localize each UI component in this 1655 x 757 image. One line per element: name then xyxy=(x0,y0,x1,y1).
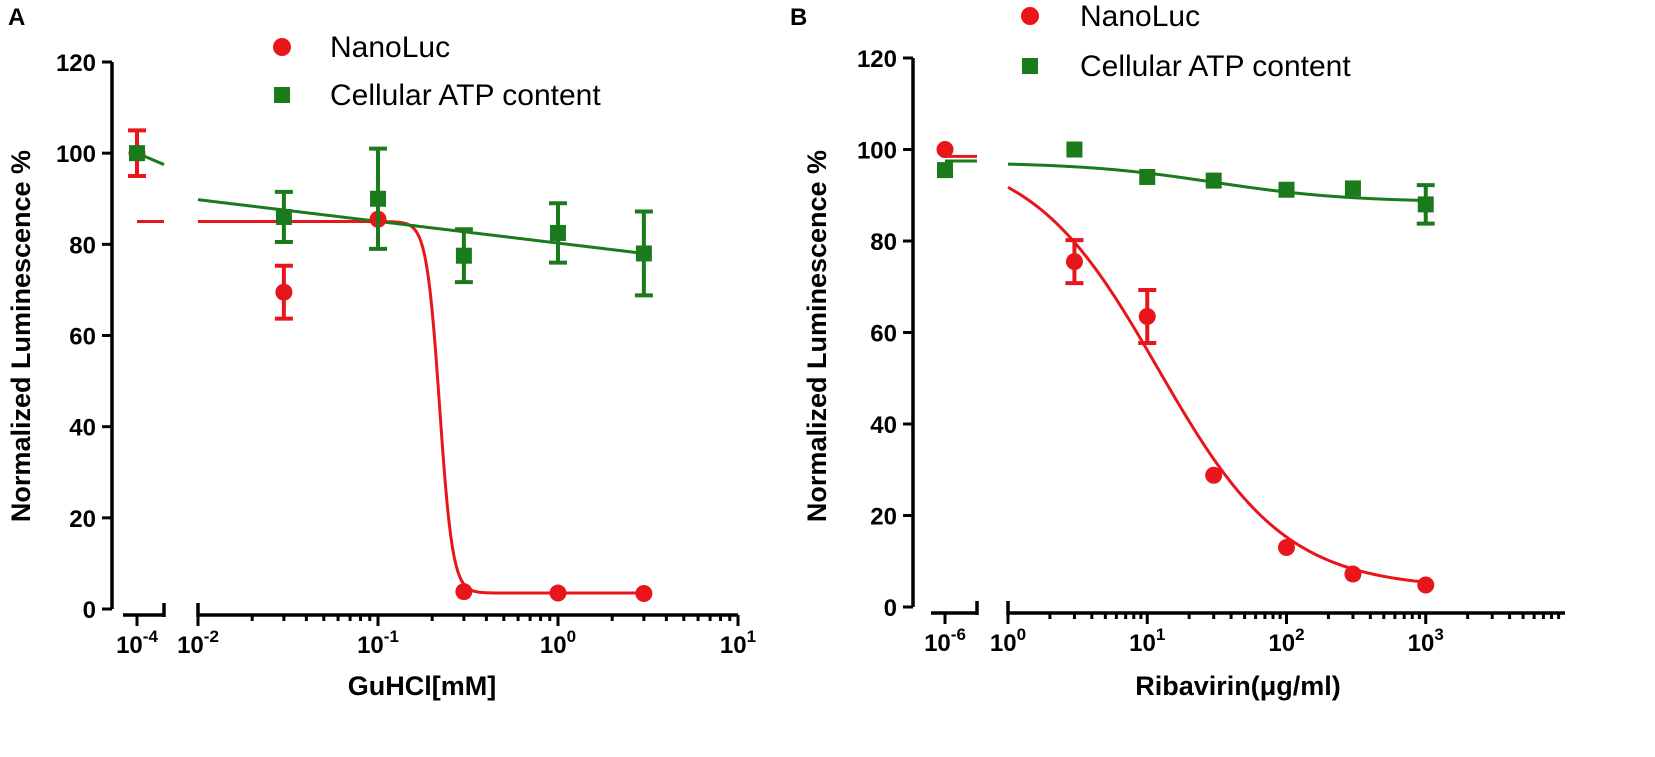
x-tick-label: 10-2 xyxy=(177,627,219,659)
x-tick-exponent: -1 xyxy=(384,627,399,646)
legend-label: Cellular ATP content xyxy=(330,79,601,112)
x-tick-exponent: 1 xyxy=(1156,625,1165,644)
data-point xyxy=(1417,196,1434,213)
fit-curve xyxy=(197,198,645,255)
legend-marker xyxy=(1022,58,1038,74)
x-tick-label: 10-4 xyxy=(116,627,158,659)
x-tick-base: 10 xyxy=(720,632,747,659)
x-tick-label: 10-1 xyxy=(357,627,399,659)
x-tick-base: 10 xyxy=(1129,630,1156,657)
x-tick-exponent: 0 xyxy=(567,627,576,646)
x-tick-label: 101 xyxy=(1129,625,1165,657)
x-tick-base: 10 xyxy=(357,632,384,659)
fit-curve xyxy=(1007,186,1426,584)
legend-marker xyxy=(274,87,290,103)
x-tick-exponent: 1 xyxy=(747,627,756,646)
legend-marker xyxy=(273,38,291,56)
data-point xyxy=(1139,168,1156,185)
data-point xyxy=(455,247,472,264)
y-tick-label: 80 xyxy=(870,229,897,256)
data-point xyxy=(1138,307,1156,325)
x-tick-base: 10 xyxy=(1268,630,1295,657)
data-point xyxy=(550,224,566,241)
x-tick-label: 101 xyxy=(720,627,756,659)
y-tick-label: 40 xyxy=(69,415,96,442)
panel-label: B xyxy=(790,4,807,31)
data-point xyxy=(455,583,473,601)
data-point xyxy=(549,584,567,602)
data-point xyxy=(1066,141,1083,158)
y-tick-label: 100 xyxy=(56,141,96,168)
y-tick-label: 0 xyxy=(884,595,897,622)
data-point xyxy=(1205,172,1222,189)
x-tick-label: 103 xyxy=(1408,625,1444,657)
y-tick-label: 60 xyxy=(69,324,96,351)
y-axis-title: Normalized Luminescence % xyxy=(6,150,36,522)
data-point xyxy=(1417,576,1435,594)
y-tick-label: 40 xyxy=(870,412,897,439)
x-axis-title: GuHCl[mM] xyxy=(348,671,496,701)
x-tick-exponent: -4 xyxy=(143,627,159,646)
x-tick-exponent: 2 xyxy=(1295,625,1304,644)
x-tick-base: 10 xyxy=(116,632,143,659)
data-point xyxy=(1278,539,1295,557)
x-tick-base: 10 xyxy=(177,632,204,659)
x-axis-title: Ribavirin(μg/ml) xyxy=(1135,671,1341,701)
y-tick-label: 120 xyxy=(857,46,897,73)
data-point xyxy=(635,585,653,603)
x-tick-base: 10 xyxy=(540,632,567,659)
legend-label: Cellular ATP content xyxy=(1080,50,1351,83)
data-point xyxy=(1344,180,1361,197)
data-point xyxy=(635,245,652,262)
data-point xyxy=(937,162,953,179)
data-point xyxy=(1278,181,1295,198)
x-tick-exponent: 3 xyxy=(1434,625,1443,644)
x-tick-exponent: -2 xyxy=(204,627,219,646)
y-axis-title: Normalized Luminescence % xyxy=(802,150,832,522)
y-tick-label: 80 xyxy=(69,232,96,259)
data-point xyxy=(275,283,293,301)
data-point xyxy=(1344,565,1362,583)
x-tick-label: 102 xyxy=(1268,625,1304,657)
legend-label: NanoLuc xyxy=(330,31,450,64)
x-tick-label: 100 xyxy=(990,625,1026,657)
data-point xyxy=(1205,466,1223,484)
x-tick-exponent: 0 xyxy=(1017,625,1026,644)
legend-label: NanoLuc xyxy=(1080,0,1200,33)
y-tick-label: 100 xyxy=(857,138,897,165)
data-point xyxy=(1065,253,1083,271)
x-tick-exponent: -6 xyxy=(951,625,966,644)
legend-marker xyxy=(1021,7,1039,25)
y-tick-label: 20 xyxy=(69,506,96,533)
x-tick-base: 10 xyxy=(990,630,1017,657)
x-tick-label: 10-6 xyxy=(924,625,966,657)
data-point xyxy=(275,208,292,225)
data-point xyxy=(129,145,145,162)
y-tick-label: 60 xyxy=(870,321,897,348)
data-point xyxy=(936,141,954,158)
x-tick-label: 100 xyxy=(540,627,576,659)
y-tick-label: 0 xyxy=(83,597,96,624)
data-point xyxy=(370,190,386,207)
y-tick-label: 20 xyxy=(870,504,897,531)
fit-curve xyxy=(198,220,644,595)
panel-label: A xyxy=(8,4,25,31)
x-tick-base: 10 xyxy=(924,630,951,657)
y-tick-label: 120 xyxy=(56,50,96,77)
x-tick-base: 10 xyxy=(1408,630,1435,657)
